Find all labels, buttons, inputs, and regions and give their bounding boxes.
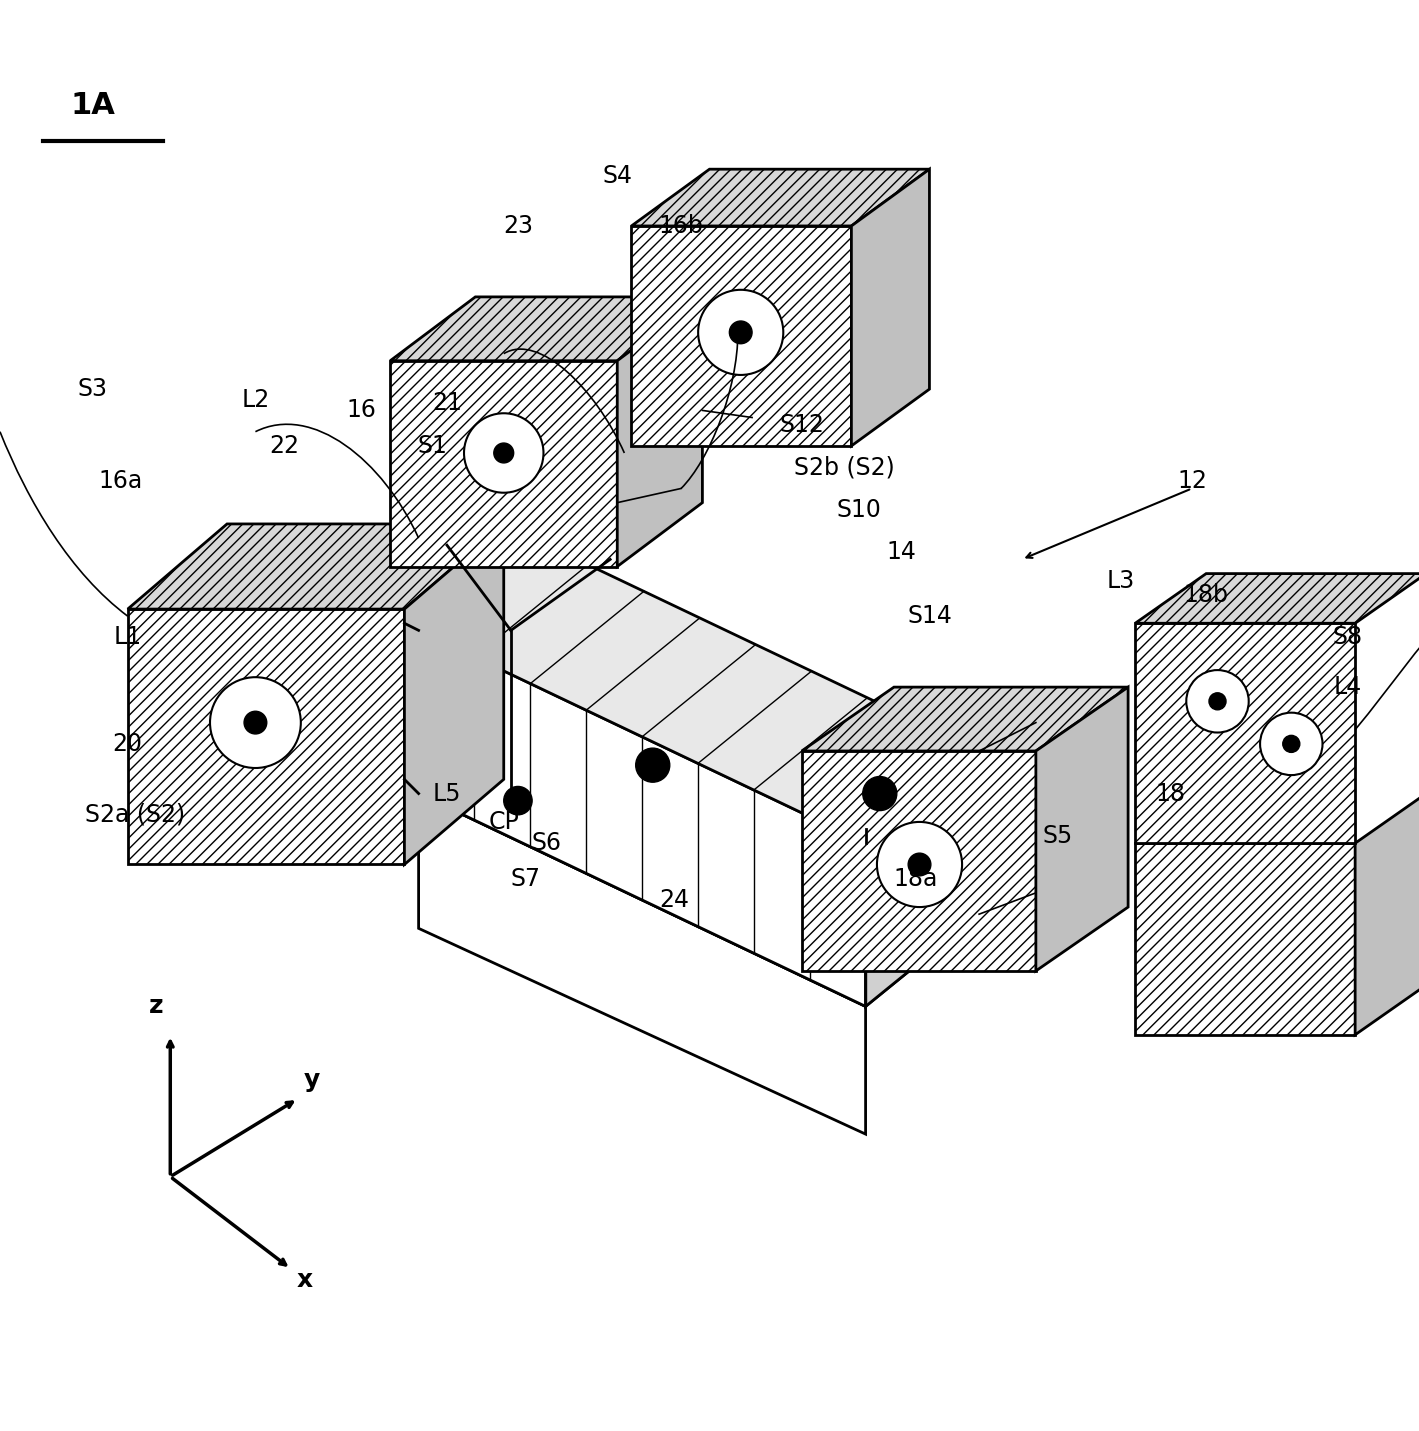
- Text: 12: 12: [1176, 469, 1208, 494]
- Polygon shape: [1135, 843, 1355, 1035]
- Polygon shape: [631, 226, 851, 446]
- Text: L2: L2: [241, 388, 270, 412]
- Polygon shape: [617, 296, 702, 567]
- Polygon shape: [419, 794, 866, 1135]
- Text: 1A: 1A: [71, 90, 116, 120]
- Circle shape: [494, 444, 514, 462]
- Text: 21: 21: [431, 391, 463, 415]
- Circle shape: [698, 290, 783, 375]
- Circle shape: [1283, 736, 1300, 753]
- Text: z: z: [149, 995, 163, 1019]
- Text: 16a: 16a: [98, 469, 143, 494]
- Polygon shape: [1135, 624, 1355, 843]
- Polygon shape: [631, 169, 929, 226]
- Text: 20: 20: [112, 731, 143, 756]
- Text: S2b (S2): S2b (S2): [793, 455, 895, 479]
- Polygon shape: [128, 610, 404, 864]
- Text: CP: CP: [488, 810, 519, 834]
- Polygon shape: [404, 538, 532, 624]
- Polygon shape: [419, 631, 866, 1006]
- Text: L5: L5: [433, 781, 461, 806]
- Text: S14: S14: [907, 604, 952, 628]
- Polygon shape: [390, 361, 617, 567]
- Polygon shape: [851, 169, 929, 446]
- Polygon shape: [1036, 687, 1128, 970]
- Text: S2a (S2): S2a (S2): [85, 803, 184, 827]
- Circle shape: [504, 787, 532, 814]
- Text: S8: S8: [1332, 625, 1364, 650]
- Text: L1: L1: [114, 625, 142, 650]
- Polygon shape: [404, 552, 504, 780]
- Circle shape: [636, 748, 670, 783]
- Text: 16b: 16b: [658, 215, 704, 238]
- Text: 14: 14: [885, 541, 917, 564]
- Text: 18: 18: [1155, 781, 1186, 806]
- Circle shape: [210, 677, 301, 768]
- Circle shape: [244, 711, 267, 734]
- Circle shape: [877, 821, 962, 907]
- Text: S7: S7: [509, 867, 541, 890]
- Text: 18b: 18b: [1183, 582, 1229, 607]
- Text: x: x: [297, 1268, 314, 1292]
- Text: 23: 23: [502, 215, 534, 238]
- Polygon shape: [1135, 574, 1419, 624]
- Text: L3: L3: [1107, 568, 1135, 592]
- Text: L4: L4: [1334, 675, 1362, 700]
- Polygon shape: [390, 296, 702, 361]
- Polygon shape: [802, 687, 1128, 751]
- Text: 16: 16: [346, 398, 377, 422]
- Circle shape: [1209, 693, 1226, 710]
- Circle shape: [1260, 713, 1323, 776]
- Polygon shape: [802, 751, 1036, 970]
- Text: 22: 22: [268, 434, 299, 458]
- Polygon shape: [1355, 794, 1419, 1035]
- Circle shape: [464, 414, 543, 492]
- Text: S10: S10: [836, 498, 881, 522]
- Circle shape: [908, 853, 931, 876]
- Text: S1: S1: [417, 434, 448, 458]
- Text: S4: S4: [602, 165, 633, 189]
- Circle shape: [1186, 670, 1249, 733]
- Text: 18a: 18a: [893, 867, 938, 890]
- Polygon shape: [404, 524, 504, 864]
- Circle shape: [729, 321, 752, 343]
- Circle shape: [863, 777, 897, 810]
- Polygon shape: [866, 751, 979, 1006]
- Text: 24: 24: [658, 889, 690, 912]
- Text: S5: S5: [1042, 824, 1073, 849]
- Polygon shape: [419, 701, 979, 1006]
- Polygon shape: [419, 538, 979, 843]
- Text: S12: S12: [779, 412, 824, 436]
- Text: y: y: [304, 1069, 321, 1092]
- Polygon shape: [128, 524, 504, 610]
- Text: S3: S3: [77, 378, 108, 401]
- Text: S6: S6: [531, 831, 562, 856]
